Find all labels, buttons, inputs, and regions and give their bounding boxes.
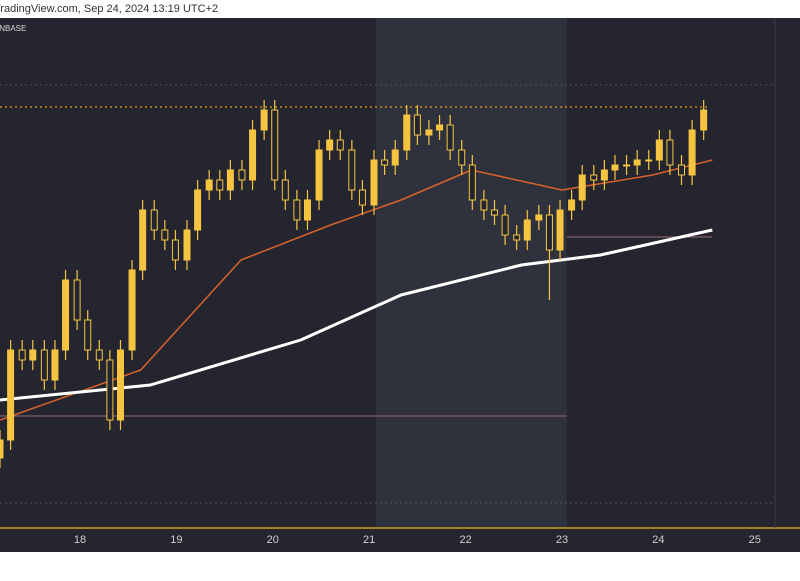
candle-body bbox=[249, 129, 257, 181]
candle-body bbox=[161, 229, 169, 241]
candle-body bbox=[381, 159, 389, 166]
candle-body bbox=[480, 199, 488, 211]
x-tick-label: 25 bbox=[749, 534, 761, 546]
candle-body bbox=[645, 159, 653, 162]
candle-body bbox=[545, 214, 553, 251]
candle-body bbox=[523, 219, 531, 241]
candle-body bbox=[293, 199, 301, 221]
candle-body bbox=[128, 269, 136, 351]
candle-body bbox=[590, 174, 598, 181]
candle-body bbox=[513, 234, 521, 241]
candle-body bbox=[358, 189, 366, 206]
candle-body bbox=[281, 179, 289, 201]
candle-body bbox=[171, 239, 179, 261]
candle-body bbox=[633, 159, 641, 166]
candle-body bbox=[446, 124, 454, 151]
candle-body bbox=[403, 114, 411, 151]
candle-body bbox=[18, 349, 26, 361]
x-tick-label: 23 bbox=[556, 534, 568, 546]
candle-body bbox=[348, 149, 356, 191]
candle-body bbox=[611, 164, 619, 171]
candle-body bbox=[183, 229, 191, 261]
moving-average bbox=[0, 228, 713, 402]
candle-body bbox=[623, 164, 631, 167]
candle-body bbox=[556, 209, 564, 251]
candle-body bbox=[271, 109, 279, 181]
candle-body bbox=[106, 359, 114, 421]
candle-body bbox=[436, 124, 444, 131]
candle-body bbox=[216, 179, 224, 191]
candle-body bbox=[315, 149, 323, 201]
session-highlight bbox=[375, 18, 567, 528]
candle-body bbox=[84, 319, 92, 351]
candle-body bbox=[51, 349, 59, 381]
candle-body bbox=[700, 109, 708, 131]
candle-body bbox=[568, 199, 576, 211]
x-tick-label: 22 bbox=[459, 534, 471, 546]
candle-body bbox=[40, 349, 48, 381]
moving-average bbox=[0, 159, 713, 421]
candle-body bbox=[490, 209, 498, 216]
candle-body bbox=[205, 179, 213, 191]
candle-body bbox=[226, 169, 234, 191]
candle-body bbox=[391, 149, 399, 166]
candle-body bbox=[260, 109, 268, 131]
candle-body bbox=[238, 169, 246, 181]
x-tick-label: 19 bbox=[170, 534, 182, 546]
candle-body bbox=[501, 214, 509, 236]
candle-body bbox=[468, 164, 476, 201]
candle-body bbox=[413, 114, 421, 136]
candle-body bbox=[600, 169, 608, 181]
candle-body bbox=[139, 209, 147, 271]
candle-body bbox=[150, 209, 158, 231]
candle-body bbox=[425, 129, 433, 136]
x-tick-label: 21 bbox=[363, 534, 375, 546]
symbol: INBASE bbox=[0, 24, 26, 33]
x-tick-label: 20 bbox=[267, 534, 279, 546]
candle-body bbox=[29, 349, 37, 361]
candle-body bbox=[370, 159, 378, 206]
candle-body bbox=[666, 139, 674, 166]
candle-body bbox=[194, 189, 202, 231]
candle-body bbox=[73, 279, 81, 321]
candle-body bbox=[578, 174, 586, 201]
candle-body bbox=[62, 279, 70, 351]
candle-body bbox=[677, 164, 685, 176]
candle-body bbox=[655, 139, 663, 161]
candle-body bbox=[458, 149, 466, 166]
candle-body bbox=[535, 214, 543, 221]
x-tick-label: 24 bbox=[652, 534, 664, 546]
x-tick-label: 18 bbox=[74, 534, 86, 546]
candle-body bbox=[0, 439, 4, 459]
source: TradingView.com, Sep 24, 2024 13:19 UTC+… bbox=[0, 3, 218, 15]
candle-body bbox=[336, 139, 344, 151]
candle-body bbox=[326, 139, 334, 151]
candle-body bbox=[688, 129, 696, 176]
candle-body bbox=[116, 349, 124, 421]
candle-body bbox=[95, 349, 103, 361]
candle-body bbox=[303, 199, 311, 221]
candle-body bbox=[7, 349, 15, 441]
